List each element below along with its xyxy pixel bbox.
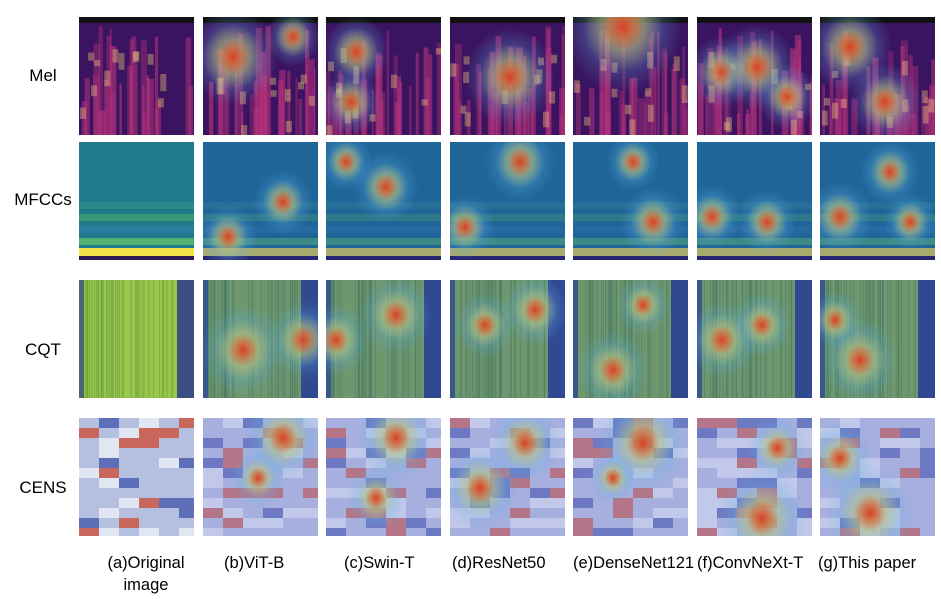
heatmap-mfcc-0	[79, 142, 194, 260]
heatmap-mel-5	[697, 17, 812, 135]
heatmap-mfcc-4	[573, 142, 688, 260]
col-label-vit: (b)ViT-B	[224, 554, 285, 572]
heatmap-cens-6	[820, 418, 935, 536]
col-label-original: (a)Original image	[90, 552, 202, 596]
row-label-mel: Mel	[29, 66, 57, 85]
col-label-this-paper: (g)This paper	[818, 554, 917, 572]
col-label-resnet: (d)ResNet50	[452, 554, 546, 572]
heatmap-cens-4	[573, 418, 688, 536]
heatmap-mfcc-6	[820, 142, 935, 260]
row-label-mfccs: MFCCs	[14, 190, 72, 209]
heatmap-cqt-2	[326, 280, 441, 398]
heatmap-cens-1	[203, 418, 318, 536]
heatmap-mel-3	[450, 17, 565, 135]
heatmap-cqt-6	[820, 280, 935, 398]
heatmap-mfcc-1	[203, 142, 318, 260]
row-label-cens: CENS	[19, 478, 67, 497]
heatmap-mel-0	[79, 17, 194, 135]
heatmap-cqt-0	[79, 280, 194, 398]
heatmap-cens-0	[79, 418, 194, 536]
col-label-original-text: (a)Original image	[107, 554, 185, 594]
heatmap-cqt-1	[203, 280, 318, 398]
heatmap-mel-6	[820, 17, 935, 135]
heatmap-mel-4	[573, 17, 688, 135]
heatmap-mel-1	[203, 17, 318, 135]
heatmap-mfcc-3	[450, 142, 565, 260]
heatmap-cens-2	[326, 418, 441, 536]
col-label-swin: (c)Swin-T	[344, 554, 415, 572]
heatmap-cqt-4	[573, 280, 688, 398]
heatmap-mel-2	[326, 17, 441, 135]
heatmap-cens-5	[697, 418, 812, 536]
heatmap-cens-3	[450, 418, 565, 536]
col-label-densenet: (e)DenseNet121	[573, 554, 695, 572]
heatmap-cqt-5	[697, 280, 812, 398]
heatmap-mfcc-2	[326, 142, 441, 260]
row-label-cqt: CQT	[25, 340, 61, 359]
heatmap-cqt-3	[450, 280, 565, 398]
col-label-convnext: (f)ConvNeXt-T	[697, 554, 804, 572]
heatmap-mfcc-5	[697, 142, 812, 260]
